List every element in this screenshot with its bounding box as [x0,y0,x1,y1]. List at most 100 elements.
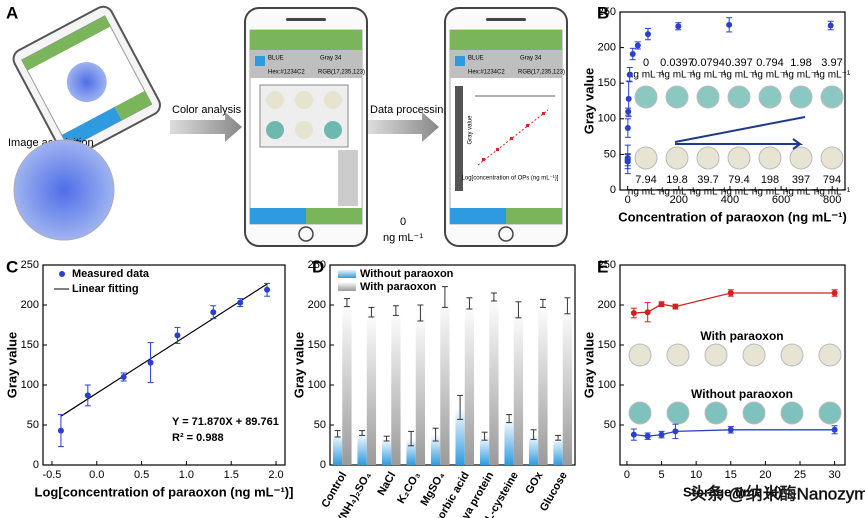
point [120,374,127,380]
dish [634,146,658,170]
legend-label: Measured data [72,268,150,280]
legend-marker [59,271,65,277]
point [237,299,244,306]
bar [440,297,450,465]
point [644,433,651,440]
y-tick-label: 200 [598,42,616,54]
y-tick-label: 250 [308,259,326,271]
y-tick-label: 200 [598,299,616,311]
dish-unit: ng mL⁻¹ [690,187,727,198]
legend-swatch [338,269,356,278]
point [658,431,665,438]
x-tick-label: 25 [794,469,806,481]
y-tick-label: 150 [21,339,39,351]
dish [758,146,782,170]
y-tick-label: 100 [598,379,616,391]
point [644,309,651,316]
dish-unit: ng mL⁻¹ [752,70,789,81]
bar [366,312,377,465]
trend-arrow [675,138,804,150]
dish [789,85,813,109]
y-tick-label: 250 [598,259,616,271]
point [727,290,734,296]
dish [727,85,751,109]
bar [332,433,343,465]
y-axis-label: Gray value [581,68,596,135]
bar [504,418,514,465]
point [174,332,181,339]
plot-frame [619,264,846,466]
dish-label: 7.94 [635,174,656,186]
point [827,22,834,29]
point [831,290,838,296]
point [626,71,633,78]
panel-label: A [6,3,18,22]
x-tick-label: 15 [725,469,737,481]
point [672,303,679,310]
bar [489,297,499,465]
color-name: BLUE [468,56,484,62]
dish [696,85,720,109]
y-tick-label: 100 [21,379,39,391]
x-tick-label: 0 [625,194,631,206]
dish-unit: ng mL⁻¹ [690,70,727,81]
phone-tilted [12,5,161,159]
y-tick-label: 50 [314,419,326,431]
bar [562,305,573,465]
dish [818,343,842,367]
dish-unit: ng mL⁻¹ [752,187,789,198]
x-tick-label: 800 [823,194,841,206]
bar [513,309,524,465]
bar [415,313,426,465]
point [634,42,641,49]
plot-frame [42,264,286,466]
point [672,428,679,435]
dish-unit: ng mL⁻¹ [721,70,758,81]
bar [538,303,548,465]
x-tick-label: 600 [772,194,790,206]
bar [553,437,563,465]
color-name: BLUE [268,56,284,62]
arrow [368,112,439,142]
dish-label: 198 [761,174,779,186]
x-axis-label: Log[concentration of paraoxon (ng mL⁻¹)] [35,484,294,499]
dish [665,85,689,109]
equation: Y = 71.870X + 89.761 [172,416,279,428]
legend-label: With paraoxon [360,281,437,293]
point [675,23,682,30]
dish-unit: ng mL⁻¹ [783,187,820,198]
dish-label: 39.7 [697,174,718,186]
point [624,156,631,163]
trend-arrow [674,116,806,143]
bar [528,434,539,465]
x-tick-label: NaCl [375,470,398,498]
gray-readout: Gray 34 [520,56,542,62]
fit-line [60,283,268,417]
dish-label: 3.97 [821,57,842,69]
y-tick-label: 0 [33,459,39,471]
phone: BLUE Gray 34 Hex:#1234C2 RGB(17,235,123) [244,7,368,247]
dish [780,401,804,425]
x-tick-label: 10 [690,469,702,481]
dish-unit: ng mL⁻¹ [628,70,665,81]
point [644,31,651,38]
point [727,426,734,433]
hex-readout: Hex:#1234C2 [468,70,505,76]
dish-label: 397 [792,174,810,186]
annotation: With paraoxon [700,329,783,343]
dish [665,146,689,170]
mini-x-label: Log[concentration of OPs (ng mL⁻¹)] [462,176,559,182]
dish [742,401,766,425]
y-tick-label: 0 [320,459,326,471]
dish [758,85,782,109]
panel-label: B [597,3,609,22]
y-axis-label: Gray value [4,332,19,399]
bar [406,438,416,465]
dish-label: 0.397 [725,57,753,69]
x-tick-label: 5 [658,469,664,481]
dish-label: 19.8 [666,174,687,186]
y-tick-label: 150 [598,339,616,351]
x-tick-label: -0.5 [42,469,61,481]
dish [820,85,844,109]
rgb-readout: RGB(17,235,123) [518,70,565,76]
